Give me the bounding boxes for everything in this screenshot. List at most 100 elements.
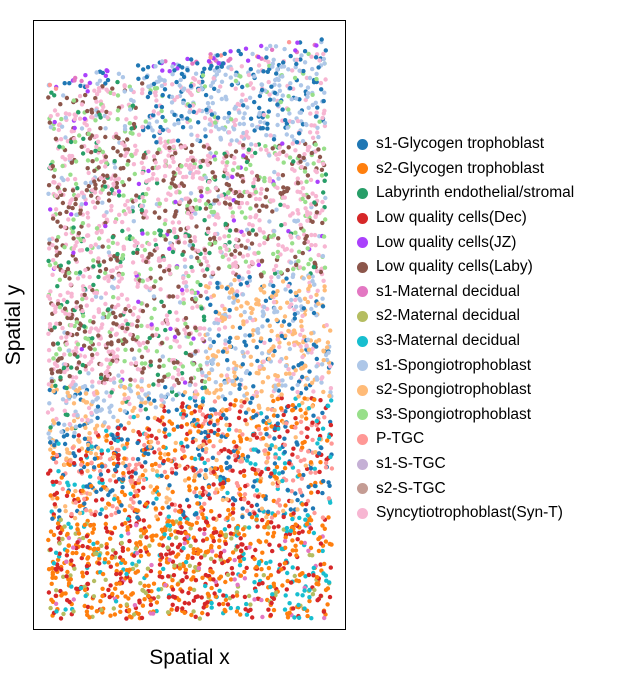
- cell-point: [69, 511, 74, 517]
- cell-point: [56, 536, 62, 541]
- cell-point: [115, 431, 120, 437]
- cell-point: [152, 230, 157, 236]
- cell-point: [230, 167, 236, 173]
- cell-point: [160, 321, 165, 326]
- cell-point: [256, 582, 262, 587]
- cell-point: [196, 423, 201, 429]
- cell-point: [237, 409, 243, 414]
- cell-point: [271, 353, 276, 358]
- cell-point: [55, 525, 61, 530]
- cell-point: [83, 593, 88, 599]
- cell-point: [299, 366, 304, 371]
- legend-label: Low quality cells(Laby): [376, 258, 533, 276]
- cell-point: [72, 112, 77, 117]
- cell-point: [316, 536, 321, 542]
- cell-point: [85, 462, 90, 467]
- cell-point: [96, 196, 101, 201]
- cell-point: [125, 547, 131, 552]
- cell-point: [145, 566, 151, 571]
- cell-point: [189, 455, 194, 461]
- cell-point: [132, 305, 137, 311]
- cell-point: [161, 363, 166, 368]
- cell-point: [68, 139, 74, 145]
- cell-point: [249, 396, 255, 401]
- cell-point: [185, 196, 190, 201]
- cell-point: [103, 267, 109, 272]
- cell-point: [296, 615, 302, 620]
- cell-point: [302, 60, 308, 65]
- cell-point: [115, 258, 120, 263]
- cell-point: [218, 438, 223, 444]
- cell-point: [311, 264, 317, 270]
- cell-point: [154, 98, 159, 103]
- cell-point: [91, 320, 96, 325]
- cell-point: [247, 274, 252, 280]
- cell-point: [290, 241, 295, 246]
- cell-point: [54, 193, 59, 198]
- cell-point: [293, 435, 298, 440]
- cell-point: [107, 478, 113, 483]
- cell-point: [72, 125, 77, 131]
- cell-point: [119, 489, 125, 495]
- cell-point: [143, 460, 148, 465]
- cell-point: [303, 121, 309, 127]
- cell-point: [75, 342, 81, 347]
- cell-point: [243, 97, 249, 103]
- cell-point: [55, 557, 61, 562]
- cell-point: [165, 545, 170, 550]
- cell-point: [200, 370, 205, 375]
- cell-point: [305, 498, 311, 504]
- cell-point: [96, 259, 101, 264]
- cell-point: [151, 171, 156, 177]
- cell-point: [286, 283, 291, 289]
- cell-point: [63, 607, 68, 612]
- cell-point: [94, 230, 99, 235]
- cell-point: [106, 560, 111, 565]
- cell-point: [169, 94, 175, 100]
- cell-point: [156, 256, 162, 261]
- cell-point: [309, 380, 315, 385]
- cell-point: [321, 358, 326, 363]
- cell-point: [182, 390, 188, 395]
- cell-point: [244, 159, 250, 165]
- cell-point: [306, 548, 311, 553]
- cell-point: [184, 288, 190, 293]
- cell-point: [85, 581, 91, 587]
- cell-point: [187, 396, 193, 401]
- cell-point: [71, 401, 77, 406]
- cell-point: [108, 333, 113, 339]
- cell-point: [258, 191, 263, 196]
- cell-point: [327, 393, 332, 399]
- cell-point: [79, 102, 85, 107]
- legend-label: Low quality cells(Dec): [376, 209, 527, 227]
- cell-point: [199, 456, 205, 461]
- cell-point: [92, 205, 98, 210]
- cell-point: [70, 550, 75, 556]
- cell-point: [171, 573, 177, 578]
- cell-point: [317, 469, 322, 475]
- cell-point: [309, 54, 314, 59]
- cell-point: [277, 344, 282, 350]
- cell-point: [237, 251, 243, 256]
- cell-point: [124, 571, 129, 577]
- cell-point: [245, 238, 250, 243]
- cell-point: [286, 94, 291, 99]
- cell-point: [86, 131, 91, 137]
- cell-point: [52, 119, 57, 125]
- cell-point: [91, 541, 96, 547]
- cell-point: [275, 112, 281, 118]
- cell-point: [82, 603, 87, 609]
- cell-point: [285, 204, 290, 210]
- cell-point: [264, 147, 269, 153]
- cell-point: [82, 354, 88, 359]
- cell-point: [92, 456, 98, 461]
- cell-point: [170, 249, 176, 255]
- cell-point: [251, 180, 256, 186]
- cell-point: [80, 296, 85, 302]
- cell-point: [66, 483, 71, 488]
- cell-point: [182, 380, 188, 385]
- cell-point: [309, 331, 314, 336]
- cell-point: [163, 197, 169, 202]
- cell-point: [311, 530, 317, 536]
- cell-point: [295, 592, 300, 597]
